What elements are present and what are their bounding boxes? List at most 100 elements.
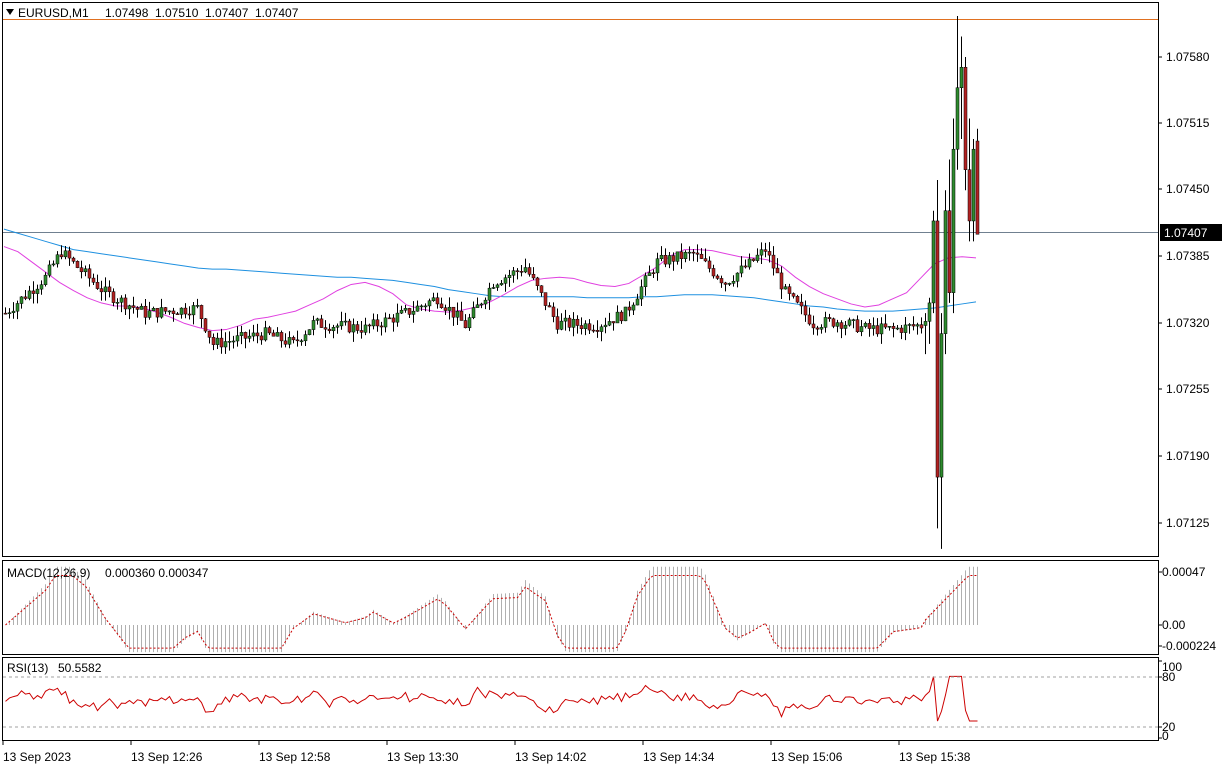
candle-body — [747, 258, 752, 268]
candle-body — [811, 323, 816, 329]
triangle-down-icon[interactable] — [6, 9, 14, 15]
macd-tick-label: 0.00 — [1162, 618, 1186, 632]
candle-body — [359, 330, 364, 333]
macd-tick-label: 0.00047 — [1162, 565, 1206, 579]
candle-body — [15, 303, 20, 312]
candle-body — [851, 319, 856, 321]
candle-body — [391, 317, 396, 323]
candle-body — [919, 324, 924, 329]
candle-body — [119, 297, 124, 303]
candle-body — [815, 327, 820, 330]
time-tick-label: 13 Sep 14:34 — [643, 750, 715, 764]
candle-body — [639, 286, 644, 300]
candle-body — [651, 272, 656, 274]
candle-body — [151, 308, 156, 312]
candle-body — [311, 320, 316, 330]
candle-body — [731, 281, 736, 284]
candle-body — [667, 255, 672, 265]
candle-body — [959, 66, 964, 88]
candle-body — [691, 251, 696, 254]
candle-body — [171, 310, 176, 314]
candle-body — [723, 282, 728, 285]
candle-body — [607, 321, 612, 326]
candle-body — [59, 254, 64, 258]
candle-body — [555, 316, 560, 330]
candle-body — [855, 319, 860, 333]
candle-body — [767, 251, 772, 256]
candle-body — [927, 302, 932, 322]
candle-body — [571, 318, 576, 328]
candle-body — [99, 288, 104, 293]
candle-body — [583, 323, 588, 329]
candle-body — [347, 320, 352, 333]
header-high: 1.07510 — [155, 6, 199, 20]
candle-body — [623, 306, 628, 322]
candle-body — [483, 299, 488, 305]
candle-body — [435, 297, 440, 305]
candle-body — [259, 335, 264, 341]
candle-body — [335, 325, 340, 328]
candle-body — [971, 148, 976, 222]
price-tick-label: 1.07255 — [1166, 382, 1210, 396]
candle-body — [899, 327, 904, 333]
candle-body — [271, 332, 276, 337]
candle-body — [711, 268, 716, 277]
candle-body — [827, 317, 832, 320]
time-axis: 13 Sep 2023 13 Sep 12:26 13 Sep 12:58 13… — [2, 741, 971, 764]
candle-body — [275, 332, 280, 337]
candle-body — [535, 277, 540, 287]
candle-body — [719, 278, 724, 284]
candle-body — [163, 307, 168, 312]
candle-body — [715, 275, 720, 279]
candle-body — [671, 255, 676, 262]
candle-body — [423, 305, 428, 308]
candle-body — [683, 252, 688, 259]
candle-body — [527, 267, 532, 275]
candle-body — [55, 254, 60, 265]
candle-body — [863, 323, 868, 327]
rsi-value: 50.5582 — [58, 661, 102, 675]
candle-body — [379, 325, 384, 328]
candle-body — [231, 340, 236, 343]
macd-panel-frame[interactable] — [2, 560, 1159, 655]
candle-body — [199, 305, 204, 319]
candle-body — [835, 322, 840, 327]
candle-body — [355, 324, 360, 331]
candle-body — [947, 210, 952, 293]
candle-body — [915, 324, 920, 327]
candle-body — [739, 265, 744, 274]
candle-body — [411, 310, 416, 315]
rsi-title: RSI(13) — [7, 661, 48, 675]
candle-body — [371, 319, 376, 327]
candle-body — [807, 314, 812, 325]
candle-body — [331, 327, 336, 332]
candle-body — [323, 327, 328, 330]
macd-axis: 0.00047 0.00 -0.000224 — [1158, 565, 1216, 653]
price-tick-label: 1.07190 — [1166, 449, 1210, 463]
price-tick-label: 1.07580 — [1166, 50, 1210, 64]
candle-body — [611, 321, 616, 324]
candle-body — [63, 250, 68, 258]
candle-body — [279, 332, 284, 342]
rsi-tick-label: 0 — [1162, 729, 1169, 743]
candle-body — [687, 251, 692, 254]
candle-body — [839, 322, 844, 329]
candle-body — [599, 326, 604, 332]
candle-body — [39, 284, 44, 290]
candle-body — [471, 307, 476, 318]
candle-body — [755, 254, 760, 261]
rsi-panel-frame[interactable] — [2, 657, 1159, 741]
candle-body — [111, 291, 116, 303]
rsi-tick-label: 80 — [1162, 670, 1176, 684]
candle-body — [3, 312, 8, 315]
candle-body — [787, 286, 792, 294]
rsi-header: RSI(13) 50.5582 — [7, 661, 102, 675]
price-panel-frame[interactable] — [2, 2, 1159, 557]
time-tick-label: 13 Sep 13:30 — [387, 750, 459, 764]
candle-body — [23, 296, 28, 299]
candle-body — [399, 309, 404, 314]
candle-body — [507, 274, 512, 278]
candle-body — [675, 251, 680, 262]
